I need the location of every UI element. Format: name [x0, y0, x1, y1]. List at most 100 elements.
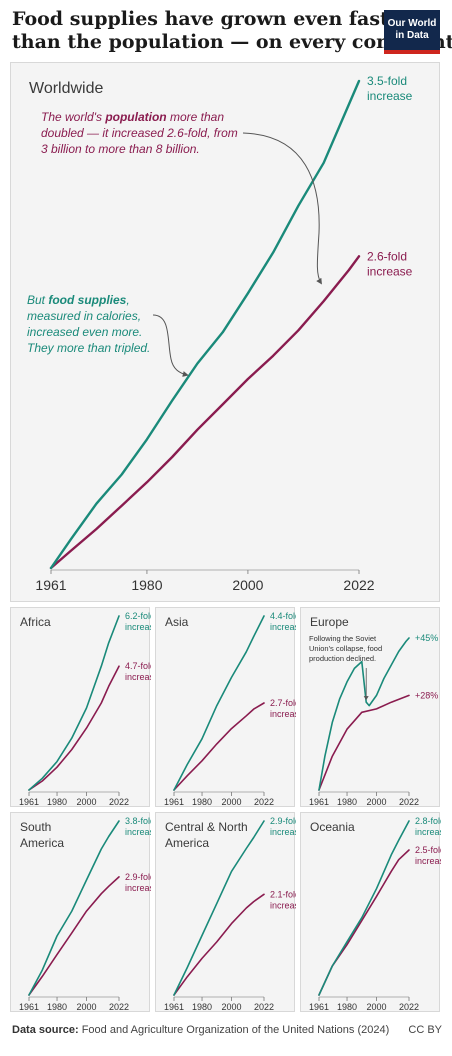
- series-end-label-population: +28%: [415, 690, 438, 700]
- region-label: Asia: [165, 615, 189, 629]
- chart-title: Food supplies have grown even faster tha…: [12, 8, 452, 54]
- series-line-population: [173, 893, 265, 996]
- x-tick-label: 1961: [19, 1002, 39, 1012]
- x-tick-label: 2022: [109, 1002, 129, 1012]
- series-end-label-population-line-2: increase: [270, 709, 296, 719]
- annotation-population-line-3: 3 billion to more than 8 billion.: [41, 142, 200, 156]
- series-line-population: [49, 255, 361, 570]
- annotation-food-line-4: They more than tripled.: [27, 341, 150, 355]
- chart-svg: Europe 1961 1980 2000 2022 +45% +28% Following …: [309, 615, 438, 807]
- series-end-label-food: 3.5-fold: [367, 74, 407, 88]
- x-tick-label: 2000: [232, 577, 263, 593]
- title-line-1: Food supplies have grown even faster: [12, 8, 411, 30]
- annotation-food-line-1: But food supplies,: [27, 293, 130, 307]
- x-tick-label: 1980: [192, 797, 212, 807]
- series-end-label-food-line-2: increase: [270, 827, 296, 837]
- series-end-label-food: 4.4-fold: [270, 611, 296, 621]
- x-tick-label: 2000: [222, 1002, 242, 1012]
- series-line-population: [318, 694, 410, 791]
- owid-logo[interactable]: Our World in Data: [384, 10, 440, 54]
- series-end-label-food-line-2: increase: [270, 622, 296, 632]
- series-line-population: [318, 849, 410, 996]
- panel-worldwide: Worldwide 1961 1980 2000 2022 3.5-fold increas…: [10, 62, 440, 602]
- x-tick-label: 2000: [222, 797, 242, 807]
- panel-europe: Europe 1961 1980 2000 2022 +45% +28% Following …: [300, 607, 440, 807]
- annotation-text: more than: [167, 110, 225, 124]
- annotation-arrow-food: [152, 314, 189, 377]
- license-link[interactable]: CC BY: [408, 1024, 442, 1036]
- series-end-label-population: 2.9-fold: [125, 872, 151, 882]
- panel-oceania: Oceania19611980200020222.8-foldincrease2…: [300, 812, 441, 1012]
- x-tick-label: 1961: [309, 797, 329, 807]
- series-end-label-food: 2.9-fold: [270, 816, 296, 826]
- title-line-2: than the population — on every continent: [12, 31, 452, 53]
- europe-annotation-line-2: Union's collapse, food: [309, 644, 382, 653]
- x-tick-label: 1980: [47, 797, 67, 807]
- x-tick-label: 1980: [337, 797, 357, 807]
- x-tick-label: 1961: [35, 577, 66, 593]
- panel-africa: Africa19611980200020226.2-foldincrease4.…: [10, 607, 151, 807]
- panel-central-north-america: Central & North America 1961 1980 2000 2022 2.…: [155, 812, 296, 1012]
- x-tick-label: 2022: [399, 1002, 419, 1012]
- series-line-food: [49, 79, 361, 570]
- region-label: Europe: [310, 615, 349, 629]
- chart-svg: Africa19611980200020226.2-foldincrease4.…: [19, 611, 151, 807]
- logo-line-2: in Data: [395, 30, 429, 41]
- x-tick-label: 2022: [109, 797, 129, 807]
- series-end-label-population: 2.7-fold: [270, 698, 296, 708]
- series-line-food: [318, 637, 410, 791]
- series-line-food: [28, 615, 120, 791]
- region-label-line-1: South: [20, 820, 51, 834]
- series-line-population: [173, 702, 265, 791]
- europe-annotation-arrowhead: [363, 696, 369, 701]
- annotation-food-line-2: measured in calories,: [27, 309, 141, 323]
- x-tick-label: 1980: [337, 1002, 357, 1012]
- chart-svg: Asia19611980200020224.4-foldincrease2.7-…: [164, 611, 296, 807]
- x-tick-label: 2022: [343, 577, 374, 593]
- series-line-food: [28, 820, 120, 996]
- series-line-food: [173, 615, 265, 791]
- region-label-line-1: Central & North: [165, 820, 248, 834]
- series-end-label-population-line-2: increase: [415, 856, 441, 866]
- region-label: Worldwide: [29, 80, 104, 97]
- annotation-emphasis: population: [104, 110, 166, 124]
- x-tick-label: 2022: [254, 1002, 274, 1012]
- x-tick-label: 1961: [19, 797, 39, 807]
- europe-annotation-line-3: production declined.: [309, 654, 376, 663]
- series-end-label-population: 4.7-fold: [125, 661, 151, 671]
- region-label: Oceania: [310, 820, 355, 834]
- annotation-arrow-population: [242, 132, 322, 285]
- series-end-label-population: 2.5-fold: [415, 845, 441, 855]
- chart-svg: SouthAmerica19611980200020223.8-foldincr…: [19, 816, 151, 1012]
- annotation-text: The world's: [41, 110, 105, 124]
- annotation-population-line-2: doubled — it increased 2.6-fold, from: [41, 126, 238, 140]
- x-tick-label: 2000: [77, 797, 97, 807]
- series-line-food: [173, 820, 265, 996]
- series-end-label-population: 2.6-fold: [367, 249, 407, 263]
- x-tick-label: 2022: [254, 797, 274, 807]
- x-tick-label: 1980: [192, 1002, 212, 1012]
- logo-line-1: Our World: [387, 18, 437, 29]
- annotation-food-line-3: increased even more.: [27, 325, 142, 339]
- footer: Data source: Food and Agriculture Organi…: [12, 1024, 442, 1036]
- region-label-line-2: America: [165, 836, 209, 850]
- series-end-label-population-line-2: increase: [125, 883, 151, 893]
- source-label: Data source:: [12, 1024, 79, 1036]
- series-end-label-food-line-2: increase: [415, 827, 441, 837]
- series-end-label-food: 6.2-fold: [125, 611, 151, 621]
- series-end-label-population-line-2: increase: [270, 900, 296, 910]
- panel-asia: Asia19611980200020224.4-foldincrease2.7-…: [155, 607, 296, 807]
- series-line-food: [318, 820, 410, 996]
- x-tick-label: 1980: [47, 1002, 67, 1012]
- annotation-text: ,: [126, 293, 129, 307]
- x-tick-label: 2022: [399, 797, 419, 807]
- annotation-text: But: [27, 293, 48, 307]
- source-text: Food and Agriculture Organization of the…: [81, 1024, 390, 1036]
- x-tick-label: 1961: [164, 797, 184, 807]
- europe-annotation-line-1: Following the Soviet: [309, 634, 377, 643]
- series-end-label-food-line-2: increase: [125, 827, 151, 837]
- series-end-label-food: 2.8-fold: [415, 816, 441, 826]
- x-tick-label: 2000: [367, 797, 387, 807]
- x-tick-label: 1961: [309, 1002, 329, 1012]
